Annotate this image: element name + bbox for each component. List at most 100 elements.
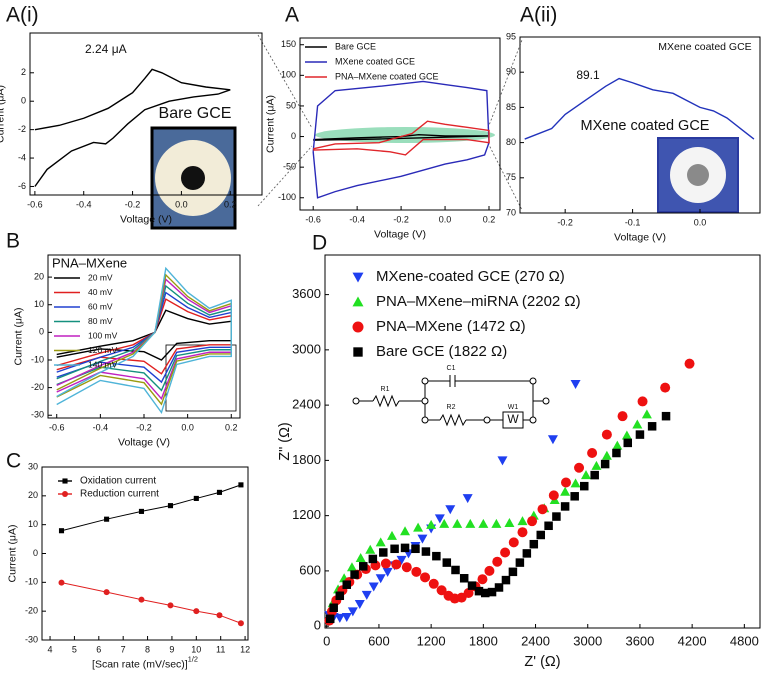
inset-mxene — [657, 137, 739, 213]
node — [542, 397, 550, 405]
marker — [62, 491, 68, 497]
marker — [350, 570, 359, 579]
marker — [428, 578, 439, 589]
x-tick-label: 600 — [368, 633, 390, 648]
x-tick-label: 4800 — [730, 633, 759, 648]
marker — [413, 522, 424, 532]
y-tick-label: 0 — [21, 96, 26, 106]
y-tick-label: 70 — [506, 207, 516, 217]
y-tick-label: 80 — [506, 137, 516, 147]
marker — [536, 530, 546, 540]
x-tick-label: 0.0 — [439, 214, 452, 224]
y-tick-label: 2 — [21, 67, 26, 77]
legend-title: PNA–MXene — [52, 255, 127, 270]
marker — [451, 565, 460, 575]
circuit-label: W — [507, 412, 519, 426]
marker — [138, 596, 145, 603]
marker — [380, 558, 391, 569]
marker — [632, 419, 643, 429]
x-axis-label: Z' (Ω) — [524, 654, 560, 670]
y-axis-label: Current (μA) — [12, 308, 24, 366]
marker — [581, 470, 591, 480]
marker — [352, 272, 364, 283]
zoom-line — [487, 142, 523, 211]
marker — [352, 321, 364, 333]
circuit-label: W1 — [508, 404, 519, 411]
legend-label: PNA–MXene (1472 Ω) — [376, 318, 526, 335]
x-tick-label: -0.6 — [49, 422, 65, 432]
marker — [346, 562, 357, 572]
marker — [417, 534, 428, 544]
marker — [396, 555, 407, 565]
y-tick-label: -2 — [18, 124, 26, 134]
marker — [500, 547, 511, 558]
x-tick-label: -0.2 — [136, 422, 152, 432]
y-axis-label: Z" (Ω) — [277, 422, 293, 461]
marker — [359, 562, 368, 571]
series-line — [313, 120, 490, 156]
x-tick-label: -0.6 — [305, 214, 321, 224]
marker — [548, 490, 559, 501]
y-tick-label: 10 — [28, 519, 38, 529]
y-tick-label: -100 — [278, 192, 296, 202]
zoom-line — [487, 39, 523, 129]
x-tick-label: -0.4 — [93, 422, 109, 432]
series-line — [313, 134, 490, 141]
y-tick-label: 100 — [281, 70, 296, 80]
marker — [445, 505, 456, 515]
marker — [517, 516, 528, 526]
x-tick-label: -0.4 — [349, 214, 365, 224]
y-tick-label: 20 — [34, 271, 44, 281]
panel: A -0.6 -0.4 -0.2 0.0 0.2 -100 -50 0 50 100 150 Volta… — [264, 4, 501, 240]
y-tick-label: 90 — [506, 67, 516, 77]
marker — [325, 614, 335, 624]
marker — [467, 581, 477, 590]
x-tick-label: 3600 — [625, 633, 654, 648]
panel-label: C — [6, 450, 21, 473]
x-tick-label: -0.4 — [76, 199, 92, 209]
marker — [527, 516, 538, 527]
panel: D 0 600 1200 1800 2400 3000 3600 4200 4800 0 600 120… — [277, 232, 761, 670]
legend-label: Bare GCE (1822 Ω) — [376, 343, 507, 360]
inset-bare — [150, 126, 237, 230]
node — [421, 377, 429, 385]
annotation: MXene coated GCE — [581, 118, 710, 134]
marker — [442, 558, 452, 567]
marker — [478, 518, 489, 528]
node — [529, 377, 537, 385]
marker — [515, 558, 525, 567]
marker — [368, 554, 378, 564]
legend-label: 20 mV — [88, 272, 113, 282]
marker — [354, 600, 365, 610]
x-axis-label: Voltage (V) — [614, 231, 666, 243]
y-tick-label: -50 — [283, 162, 296, 172]
x-axis-label-text: [Scan rate (mV/sec)] — [92, 658, 188, 670]
zoom-line — [257, 34, 313, 129]
plot-frame — [519, 36, 761, 214]
x-axis-label: [Scan rate (mV/sec)]1/2 — [92, 655, 198, 671]
y-axis-label: Current (μA) — [0, 85, 6, 143]
plot-frame — [29, 32, 263, 196]
node — [421, 397, 429, 405]
marker — [365, 544, 376, 554]
x-tick-label: 8 — [145, 644, 150, 654]
marker — [62, 478, 68, 484]
marker — [491, 518, 502, 528]
zoom-line — [257, 145, 313, 207]
x-axis-label: Voltage (V) — [374, 228, 426, 240]
marker — [411, 544, 420, 554]
marker — [411, 566, 422, 577]
legend-label: PNA–MXene coated GCE — [335, 71, 439, 81]
marker — [439, 518, 450, 528]
marker — [481, 588, 490, 598]
panel: B -0.6 -0.4 -0.2 0.0 0.2 -30 -20 -10 0 10 20 Voltage… — [6, 230, 241, 448]
x-tick-label: 3000 — [573, 633, 602, 648]
marker — [401, 562, 412, 573]
x-tick-label: 5 — [72, 644, 77, 654]
marker — [684, 358, 695, 369]
marker — [492, 556, 503, 567]
marker — [494, 583, 504, 592]
marker — [432, 551, 441, 561]
marker — [617, 411, 628, 422]
resistor — [439, 413, 467, 427]
